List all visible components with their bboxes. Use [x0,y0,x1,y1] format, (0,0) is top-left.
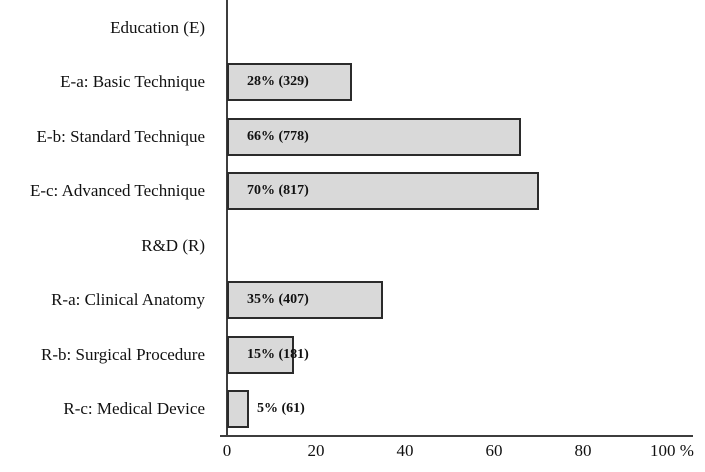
x-axis-tick-label: 40 [396,441,414,460]
bar [227,118,521,156]
bar-value-label: 15% (181) [247,347,309,362]
x-axis-tick-label: 60 [485,441,503,460]
bar-value-label: 28% (329) [247,74,309,89]
bar-value-label: 35% (407) [247,292,309,307]
bar [227,172,539,210]
x-axis-tick-label: 100 % [650,441,694,460]
bar [227,281,383,319]
bar-value-label: 5% (61) [257,401,305,416]
bar-value-label: 70% (817) [247,183,309,198]
x-axis-line [220,435,693,437]
category-label: E-b: Standard Technique [36,127,205,146]
x-axis-tick-label: 20 [307,441,325,460]
bar-value-label: 66% (778) [247,129,309,144]
x-axis-tick-label: 0 [222,441,232,460]
category-label: E-c: Advanced Technique [29,181,205,200]
category-label: R-a: Clinical Anatomy [51,290,205,309]
category-label: Education (E) [110,18,205,37]
bar [227,63,352,101]
category-label: R&D (R) [141,236,205,255]
bar [227,336,294,374]
bar [227,390,249,428]
category-label: R-c: Medical Device [63,399,205,418]
x-axis-tick-label: 80 [574,441,592,460]
category-label: R-b: Surgical Procedure [41,345,205,364]
y-axis-line [226,0,228,437]
category-label: E-a: Basic Technique [60,72,205,91]
